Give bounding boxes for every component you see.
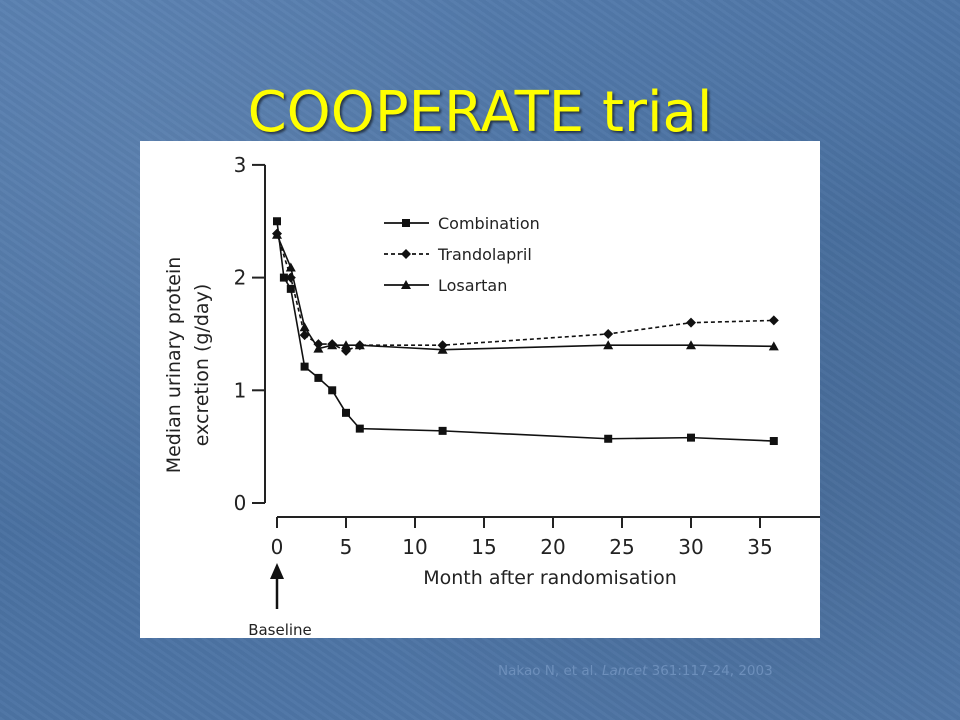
y-axis-label-line-1: Median urinary protein [163, 257, 185, 474]
series-layer [272, 217, 779, 446]
x-tick-label: 35 [747, 535, 772, 559]
x-tick-label: 20 [540, 535, 565, 559]
losartan-point [603, 340, 614, 350]
combination-point [438, 426, 447, 435]
x-tick-label: 25 [609, 535, 634, 559]
citation: Nakao N, et al. Lancet 361:117-24, 2003 [498, 663, 773, 679]
trandolapril-point [299, 330, 310, 341]
baseline-label: Baseline [248, 621, 312, 638]
baseline-arrow [270, 563, 284, 609]
combination-point [604, 434, 613, 443]
combination-point [314, 373, 323, 382]
trandolapril-point [768, 315, 779, 326]
citation-journal: Lancet [601, 663, 648, 679]
losartan-point [437, 344, 448, 354]
combination-point [279, 273, 288, 282]
losartan-point [327, 340, 338, 350]
combination-point [342, 408, 350, 417]
losartan-point [686, 340, 696, 350]
losartan-point [354, 340, 365, 350]
citation-authors: Nakao N, et al. [498, 663, 602, 679]
trandolapril-point [686, 317, 696, 328]
losartan-series [272, 229, 779, 354]
losartan-point [341, 340, 351, 350]
trandolapril-point [603, 328, 614, 339]
losartan-point [401, 280, 411, 289]
combination-point [273, 217, 281, 226]
legend-label-losartan: Losartan [438, 276, 507, 295]
y-axis-label-line-2: excretion (g/day) [191, 284, 213, 446]
combination-point [402, 219, 410, 227]
axes: 0123051015202530354 [234, 153, 820, 559]
chart-panel: 0123051015202530354 CombinationTrandolap… [140, 141, 820, 638]
losartan-point [768, 341, 779, 351]
citation-volume: 361:117-24, 2003 [647, 663, 773, 679]
trandolapril-point [341, 345, 351, 356]
trandolapril-point [401, 249, 411, 259]
combination-point [769, 437, 778, 446]
y-tick-label: 3 [234, 153, 247, 177]
x-tick-label: 5 [340, 535, 353, 559]
losartan-point [299, 322, 310, 332]
losartan-point [285, 262, 296, 272]
y-tick-label: 1 [234, 378, 247, 402]
combination-point [687, 433, 695, 442]
combination-point [355, 424, 364, 433]
x-tick-label: 15 [471, 535, 496, 559]
combination-point [328, 386, 337, 395]
protein-excretion-chart: 0123051015202530354 CombinationTrandolap… [163, 153, 820, 638]
x-tick-label: 0 [271, 535, 284, 559]
x-axis-label: Month after randomisation [423, 567, 677, 589]
losartan-point [272, 229, 282, 239]
chart-legend: Combination Trandolapril Losartan [384, 214, 540, 295]
legend-label-combination: Combination [438, 214, 540, 233]
legend-label-trandolapril: Trandolapril [437, 245, 532, 264]
losartan-point [313, 343, 324, 353]
y-tick-label: 2 [234, 266, 247, 290]
combination-point [286, 284, 295, 293]
slide-title: COOPERATE trial [247, 80, 713, 145]
combination-point [300, 362, 309, 371]
y-tick-label: 0 [234, 491, 247, 515]
x-tick-label: 30 [678, 535, 703, 559]
combination-series [273, 217, 778, 446]
x-tick-label: 10 [402, 535, 427, 559]
